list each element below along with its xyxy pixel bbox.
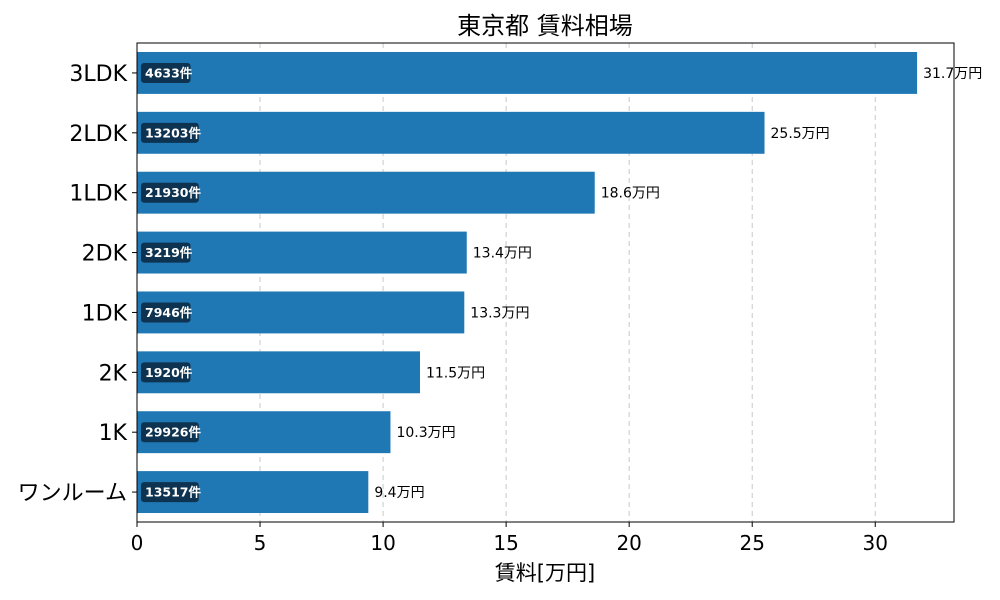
x-axis-label: 賃料[万円]: [495, 561, 595, 585]
bar: [137, 291, 465, 334]
x-tick-label: 5: [254, 531, 267, 555]
count-badge-label: 21930件: [145, 185, 201, 200]
count-badge: [141, 182, 199, 203]
count-badge: [141, 302, 191, 323]
bar: [137, 111, 765, 154]
bars: 31.7万円 4633件 25.5万円 13203件 18.6万円 21930件 13.4万…: [137, 51, 982, 514]
x-tick-label: 25: [739, 531, 764, 555]
count-badge-label: 4633件: [145, 65, 193, 80]
y-tick-label: 1LDK: [69, 182, 127, 207]
y-axis: 3LDK 2LDK 1LDK 2DK 1DK 2K 1K ワンルーム: [18, 62, 137, 506]
bar-value-label: 13.4万円: [473, 246, 532, 262]
count-badge-label: 7946件: [145, 305, 193, 320]
x-tick-label: 30: [863, 531, 888, 555]
count-badge-label: 29926件: [145, 425, 201, 440]
count-badge: [141, 362, 191, 383]
bar-value-label: 18.6万円: [601, 186, 660, 202]
count-badge-label: 3219件: [145, 245, 193, 260]
bar-value-label: 31.7万円: [923, 66, 982, 82]
y-tick-label: 1DK: [82, 301, 128, 326]
count-badge: [141, 242, 191, 263]
bar: [137, 231, 467, 274]
bar-value-label: 25.5万円: [771, 126, 830, 142]
count-badge-label: 13517件: [145, 485, 201, 500]
bar-value-label: 9.4万円: [374, 485, 424, 501]
count-badge: [141, 422, 199, 443]
count-badge-label: 1920件: [145, 365, 193, 380]
bar: [137, 51, 918, 94]
x-axis: 0 5 10 15 20 25 30: [131, 522, 888, 555]
y-tick-label: 2K: [99, 361, 128, 386]
y-tick-label: 3LDK: [69, 62, 127, 87]
y-tick-label: 2DK: [82, 242, 128, 267]
count-badge: [141, 482, 199, 503]
count-badge: [141, 122, 199, 143]
x-tick-label: 0: [131, 531, 144, 555]
x-tick-label: 15: [493, 531, 518, 555]
y-tick-label: 2LDK: [69, 122, 127, 147]
bar: [137, 171, 595, 214]
x-tick-label: 10: [370, 531, 395, 555]
bar-value-label: 10.3万円: [396, 425, 455, 441]
y-tick-label: 1K: [99, 421, 128, 446]
x-tick-label: 20: [616, 531, 641, 555]
bar-value-label: 13.3万円: [470, 305, 529, 321]
plot-frame: [136, 42, 955, 523]
count-badge-label: 13203件: [145, 125, 201, 140]
bar-value-label: 11.5万円: [426, 365, 485, 381]
chart-title: 東京都 賃料相場: [457, 12, 633, 40]
count-badge: [141, 62, 191, 83]
y-tick-label: ワンルーム: [18, 481, 127, 506]
